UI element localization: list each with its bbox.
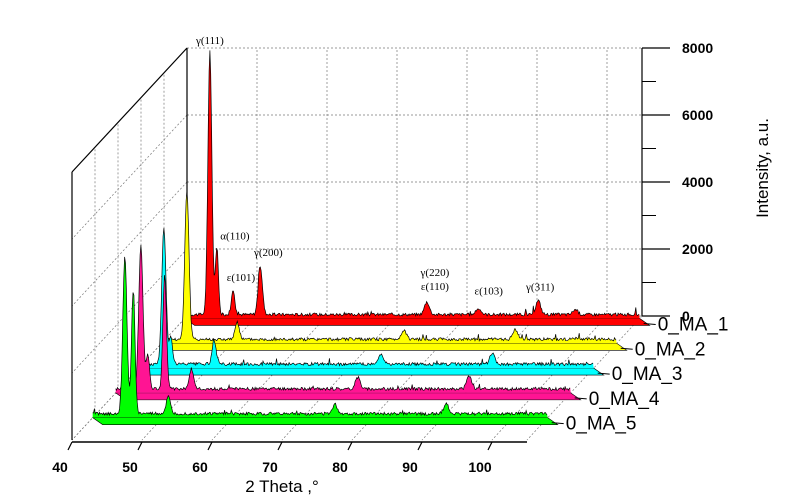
- y-tick-label: 8000: [682, 40, 713, 56]
- series-ribbon: [114, 392, 582, 401]
- peak-label: γ(220): [420, 267, 450, 279]
- series-layer: 0_MA_1 0_MA_2 0_MA_3 0_MA_4 0_MA_5: [91, 50, 729, 435]
- series-leader: [597, 372, 610, 375]
- series-name-label: 0_MA_2: [635, 339, 706, 360]
- series-leader: [574, 397, 587, 400]
- side-grid-line: [71, 181, 188, 307]
- peak-label: α(110): [220, 230, 250, 242]
- peak-label: γ(200): [253, 247, 283, 259]
- series-name-label: 0_MA_1: [658, 314, 729, 335]
- x-tick-label: 40: [52, 459, 68, 475]
- x-axis-tick: [487, 441, 493, 451]
- y-tick-label: 6000: [682, 107, 713, 123]
- series-leader: [551, 422, 564, 425]
- series-ribbon: [137, 367, 605, 376]
- y-tick-label: 0: [682, 308, 690, 324]
- series-0_MA_3: 0_MA_3: [137, 228, 683, 385]
- x-tick-label: 60: [192, 459, 208, 475]
- series-0_MA_4: 0_MA_4: [114, 244, 660, 410]
- peak-label: γ(111): [195, 35, 224, 47]
- side-grid-line: [71, 114, 188, 240]
- top-left-edge: [71, 47, 188, 173]
- x-tick-label: 100: [468, 459, 492, 475]
- y-tick-label: 2000: [682, 241, 713, 257]
- series-name-label: 0_MA_4: [589, 389, 660, 410]
- y-axis-title: Intensity, a.u.: [753, 118, 772, 218]
- series-line: [184, 50, 640, 318]
- series-ribbon: [160, 342, 628, 351]
- series-ribbon: [183, 318, 651, 326]
- series-line: [92, 256, 548, 417]
- y-tick-label: 4000: [682, 174, 713, 190]
- peak-label: ε(103): [474, 285, 503, 297]
- series-ribbon: [91, 417, 559, 425]
- series-name-label: 0_MA_3: [612, 364, 683, 385]
- series-name-label: 0_MA_5: [566, 414, 637, 435]
- series-0_MA_1: 0_MA_1: [183, 50, 729, 335]
- series-leader: [620, 347, 633, 350]
- peak-label: γ(311): [525, 281, 555, 293]
- x-tick-label: 70: [262, 459, 278, 475]
- series-0_MA_5: 0_MA_5: [91, 256, 637, 435]
- x-axis-tick: [277, 441, 283, 451]
- x-axis-tick: [67, 441, 73, 451]
- series-line: [138, 228, 594, 367]
- x-axis-tick: [417, 441, 423, 451]
- peak-label: ε(110): [421, 281, 449, 293]
- series-line: [115, 244, 571, 392]
- series-0_MA_2: 0_MA_2: [160, 191, 706, 360]
- x-tick-label: 90: [402, 459, 418, 475]
- x-tick-label: 50: [122, 459, 138, 475]
- series-line: [161, 191, 617, 342]
- side-grid-line: [71, 248, 188, 374]
- x-axis-tick: [137, 441, 143, 451]
- x-axis-tick: [207, 441, 213, 451]
- peak-label: ε(101): [227, 272, 256, 284]
- x-tick-label: 80: [332, 459, 348, 475]
- series-leader: [643, 322, 656, 325]
- labels-layer: γ(111) α(110)γ(200) ε(101) γ(220) ε(110) ε(10…: [195, 35, 555, 298]
- x-axis-title: 2 Theta ,°: [245, 477, 319, 496]
- x-axis-tick: [347, 441, 353, 451]
